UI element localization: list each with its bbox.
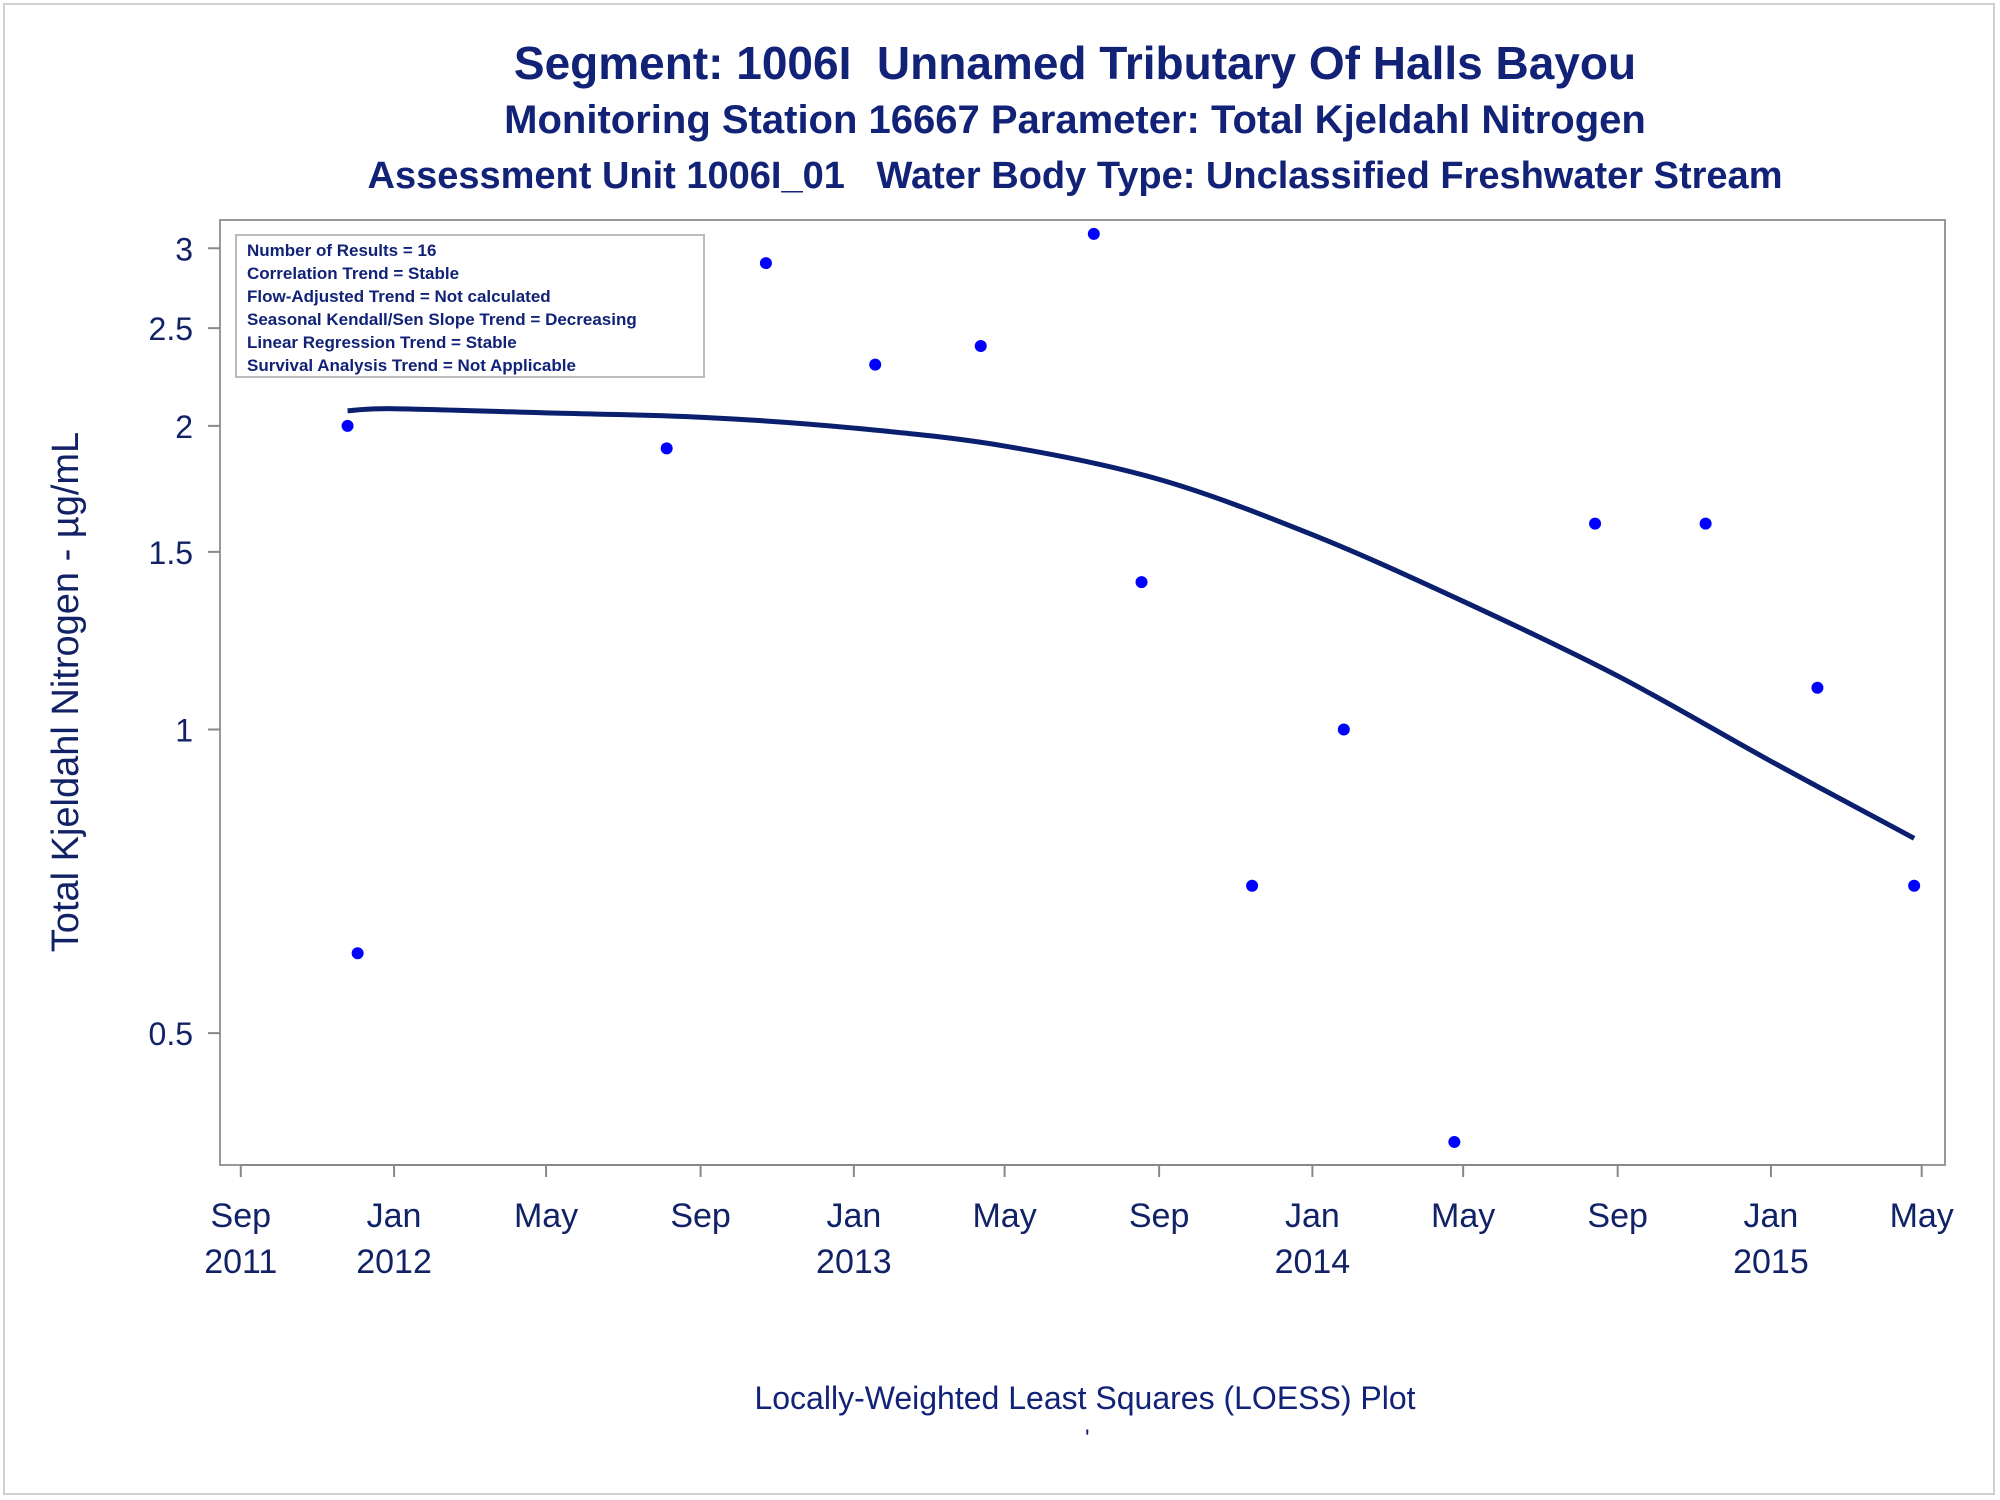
y-axis-label: Total Kjeldahl Nitrogen - µg/mL (45, 432, 87, 952)
data-point (759, 257, 772, 270)
stats-box-line: Seasonal Kendall/Sen Slope Trend = Decre… (247, 310, 637, 329)
x-tick-label-year: 2015 (1733, 1243, 1809, 1281)
y-tick-label: 2.5 (149, 311, 193, 347)
y-tick-label: 2 (175, 409, 193, 445)
data-point (1087, 227, 1100, 240)
stats-box-line: Linear Regression Trend = Stable (247, 333, 517, 352)
x-tick-label-month: Sep (1129, 1197, 1190, 1235)
chart-title: Segment: 1006I Unnamed Tributary Of Hall… (513, 37, 1637, 89)
stats-box-line: Number of Results = 16 (247, 241, 436, 260)
footnote-mark: ' (1085, 1425, 1090, 1452)
x-tick-label-month: Sep (670, 1197, 731, 1235)
data-point (974, 340, 987, 353)
data-point (1246, 879, 1259, 892)
x-tick-label-month: Jan (1744, 1197, 1799, 1235)
data-point (1448, 1135, 1461, 1148)
x-tick-label-month: May (1890, 1197, 1954, 1235)
chart-subtitle-station: Monitoring Station 16667 Parameter: Tota… (504, 98, 1646, 142)
x-tick-label-month: May (514, 1197, 578, 1235)
data-point (1337, 723, 1350, 736)
data-point (1135, 576, 1148, 589)
y-tick-label: 0.5 (149, 1016, 193, 1052)
x-tick-label-month: Sep (1587, 1197, 1648, 1235)
x-tick-label-year: 2012 (356, 1243, 432, 1281)
x-tick-label-year: 2011 (204, 1243, 277, 1281)
x-axis: Sep 2011 Jan 2012 May Sep Jan 2013 May Sep Jan 2014… (204, 1164, 1954, 1281)
data-point (1811, 681, 1824, 694)
y-tick-label: 1.5 (149, 535, 193, 571)
x-tick-label-month: Jan (367, 1197, 422, 1235)
stats-box-line: Correlation Trend = Stable (247, 264, 459, 283)
chart-subtitle-assessment: Assessment Unit 1006I_01 Water Body Type… (367, 155, 1783, 197)
x-tick-label-month: May (1431, 1197, 1495, 1235)
x-tick-label-month: May (972, 1197, 1036, 1235)
stats-legend-box: Number of Results = 16 Correlation Trend … (235, 234, 705, 378)
data-point (1908, 879, 1921, 892)
y-axis: 0.5 1 1.5 2 2.5 3 (149, 231, 220, 1052)
data-point (351, 947, 364, 960)
y-tick-label: 1 (175, 712, 193, 748)
footnote: Locally-Weighted Least Squares (LOESS) P… (754, 1380, 1416, 1416)
x-tick-label-year: 2013 (816, 1243, 892, 1281)
stats-box-line: Flow-Adjusted Trend = Not calculated (247, 287, 551, 306)
data-point (1699, 517, 1712, 530)
y-tick-label: 3 (175, 231, 193, 267)
x-tick-label-month: Jan (826, 1197, 881, 1235)
chart-frame (3, 3, 1995, 1495)
data-point (660, 442, 673, 455)
data-point (341, 419, 354, 432)
data-point (869, 358, 882, 371)
loess-curve (347, 406, 1916, 841)
x-tick-label-year: 2014 (1275, 1243, 1351, 1281)
stats-box-border (235, 234, 705, 378)
x-tick-label-month: Sep (211, 1197, 272, 1235)
stats-box-line: Survival Analysis Trend = Not Applicable (247, 356, 576, 375)
data-point (1589, 517, 1602, 530)
x-tick-label-month: Jan (1285, 1197, 1340, 1235)
